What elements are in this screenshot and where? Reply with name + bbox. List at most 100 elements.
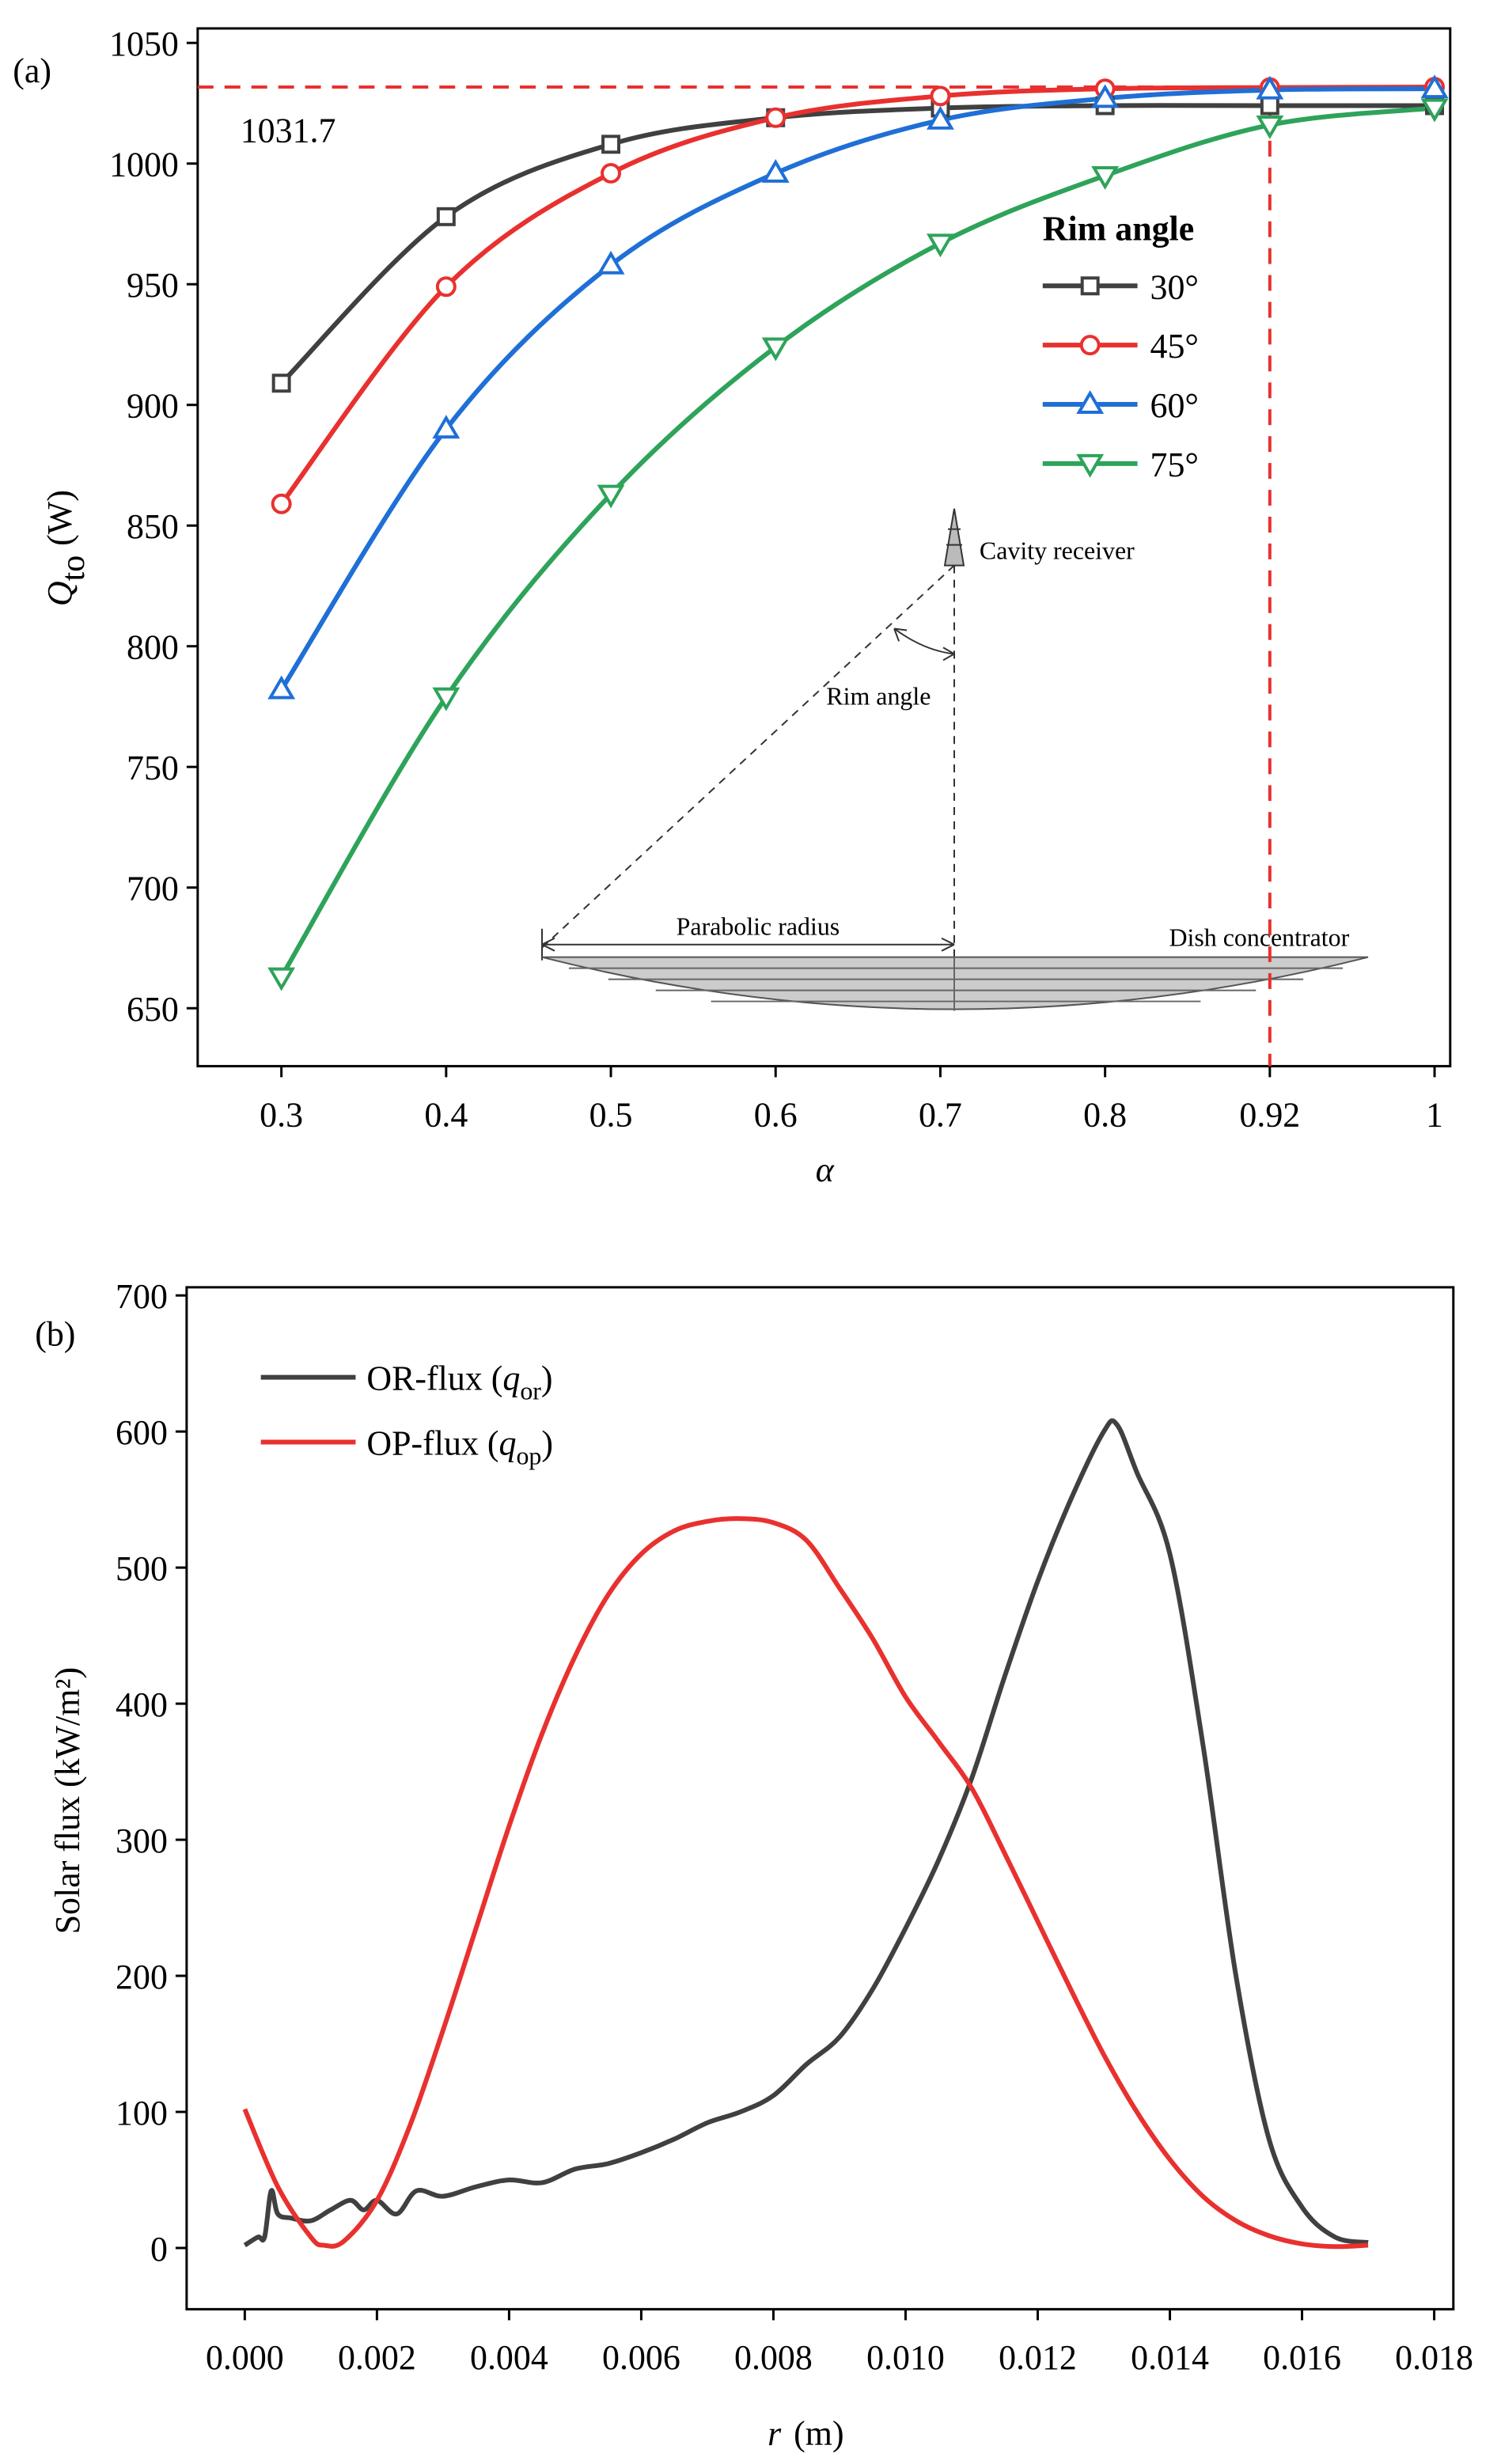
radius-arrow-heads — [541, 928, 955, 961]
series-line — [279, 105, 1435, 979]
marker — [1076, 453, 1105, 478]
legend-title: Rim angle — [1043, 210, 1194, 248]
series-line — [279, 86, 1435, 692]
x-tick-label: 0.7 — [919, 1096, 962, 1134]
legend-symbol: q — [499, 1424, 517, 1462]
x-label-unit: (m) — [794, 2415, 843, 2453]
legend-label: 45° — [1150, 328, 1199, 366]
marker — [1091, 166, 1120, 190]
x-tick-label: 0.010 — [866, 2339, 945, 2377]
y-tick-label: 800 — [127, 629, 179, 667]
marker — [1076, 390, 1105, 414]
diagram-label: Parabolic radius — [677, 913, 840, 941]
diagram-label: Rim angle — [826, 682, 931, 710]
legend-label: OR-flux (qor) — [366, 1360, 552, 1405]
legend-label: 30° — [1150, 268, 1199, 306]
marker — [1256, 75, 1284, 100]
legend-text: ) — [541, 1360, 553, 1398]
marker — [1260, 96, 1279, 116]
marker — [761, 158, 790, 183]
inset-diagram — [541, 508, 1369, 1011]
reference-label: 1031.7 — [241, 112, 336, 150]
y-tick-label: 900 — [127, 388, 179, 426]
rim-line — [541, 564, 955, 949]
y-label-symbol: Q — [41, 581, 79, 606]
angle-arrows — [893, 627, 955, 661]
marker — [1079, 335, 1101, 356]
y-tick-label: 400 — [116, 1686, 168, 1724]
marker — [271, 493, 292, 514]
marker — [926, 105, 954, 130]
x-tick-label: 0.5 — [589, 1096, 633, 1134]
series-line — [243, 1418, 1369, 2248]
legend-label: 60° — [1150, 387, 1199, 425]
y-label-unit: (W) — [41, 490, 79, 546]
legend-text: OR-flux ( — [366, 1360, 502, 1398]
marker — [601, 162, 622, 184]
marker — [1091, 84, 1120, 108]
y-axis-label: Solar flux (kW/m²) — [49, 1667, 87, 1935]
legend-sub: op — [516, 1442, 541, 1469]
y-tick-label: 0 — [150, 2231, 168, 2269]
y-tick-label: 750 — [127, 749, 179, 787]
marker — [432, 415, 461, 439]
marker — [271, 373, 291, 393]
marker — [597, 250, 625, 275]
legend-symbol: q — [502, 1360, 520, 1398]
y-tick-label: 850 — [127, 508, 179, 546]
y-tick-label: 1000 — [109, 146, 179, 184]
legend-label: 75° — [1150, 446, 1199, 484]
x-tick-label: 0.92 — [1239, 1096, 1300, 1134]
x-tick-label: 1 — [1426, 1096, 1443, 1134]
panel-label: (a) — [13, 52, 51, 90]
series-line — [279, 85, 1435, 506]
legend-text: OP-flux ( — [366, 1424, 498, 1462]
x-tick-label: 0.4 — [424, 1096, 468, 1134]
marker — [930, 85, 951, 107]
legend-text: ) — [541, 1424, 553, 1462]
dish-hatch — [568, 957, 1344, 1011]
marker — [761, 337, 790, 362]
x-tick-label: 0.6 — [754, 1096, 798, 1134]
x-tick-label: 0.018 — [1395, 2339, 1473, 2377]
y-axis-label: Qto (W) — [41, 490, 92, 606]
y-tick-label: 300 — [116, 1822, 168, 1860]
x-tick-label: 0.016 — [1263, 2339, 1341, 2377]
marker — [267, 967, 296, 991]
diagram-label: Cavity receiver — [980, 537, 1135, 565]
x-tick-label: 0.008 — [734, 2339, 813, 2377]
marker — [432, 687, 461, 711]
marker — [436, 207, 456, 226]
y-tick-label: 1050 — [109, 25, 179, 63]
plot-frame — [185, 1286, 1455, 2310]
y-tick-label: 500 — [116, 1550, 168, 1588]
y-label-sub: to — [55, 555, 92, 582]
x-tick-label: 0.002 — [338, 2339, 416, 2377]
marker — [601, 135, 621, 154]
panel-label: (b) — [35, 1316, 75, 1354]
series-line — [242, 1516, 1369, 2250]
marker — [435, 276, 457, 298]
marker — [267, 675, 296, 699]
marker — [1256, 115, 1284, 139]
x-axis-label: r (m) — [768, 2415, 843, 2453]
legend-label: OP-flux (qop) — [366, 1424, 553, 1469]
series-line — [279, 103, 1435, 385]
x-tick-label: 0.8 — [1083, 1096, 1127, 1134]
y-tick-label: 600 — [116, 1414, 168, 1452]
x-tick-label: 0.014 — [1131, 2339, 1209, 2377]
marker — [1080, 276, 1100, 296]
x-tick-label: 0.004 — [470, 2339, 548, 2377]
x-tick-label: 0.006 — [602, 2339, 680, 2377]
x-tick-label: 0.012 — [999, 2339, 1077, 2377]
plot-frame — [196, 27, 1452, 1067]
angle-arc — [893, 627, 955, 655]
marker — [1420, 98, 1449, 123]
legend-sub: or — [520, 1378, 541, 1405]
y-tick-label: 950 — [127, 267, 179, 305]
y-tick-label: 100 — [116, 2094, 168, 2132]
receiver-icon — [943, 508, 965, 567]
x-tick-label: 0.000 — [206, 2339, 284, 2377]
